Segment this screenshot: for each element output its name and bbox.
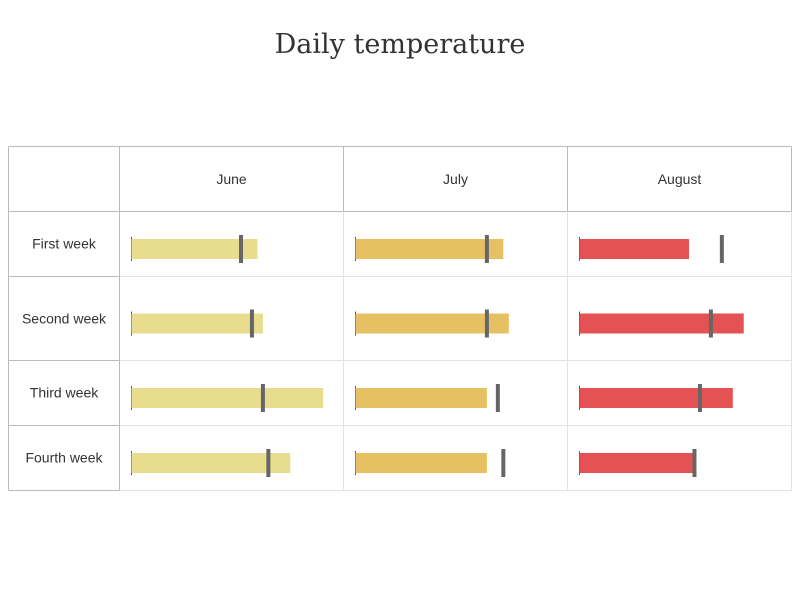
value-bar: [131, 453, 291, 473]
target-marker: [501, 449, 506, 477]
value-bar: [579, 313, 744, 334]
value-bar: [131, 313, 263, 334]
target-marker: [249, 309, 254, 338]
value-bar: [355, 388, 487, 408]
row-label-2: Second week: [21, 310, 107, 326]
target-marker: [495, 384, 500, 412]
target-marker: [239, 235, 243, 263]
row-label-3: Third week: [29, 384, 99, 401]
column-header-july: July: [443, 171, 468, 187]
target-marker: [719, 235, 724, 263]
target-marker: [484, 309, 489, 338]
value-bar: [131, 388, 324, 408]
target-marker: [697, 384, 702, 412]
target-marker: [484, 235, 489, 263]
target-marker: [266, 449, 271, 477]
target-marker: [260, 384, 265, 412]
value-bar: [579, 453, 695, 473]
value-bar: [131, 239, 258, 259]
value-bar: [579, 388, 733, 408]
chart-title: Daily temperature: [274, 29, 526, 60]
value-bar: [579, 239, 689, 259]
column-header-august: August: [657, 171, 702, 187]
value-bar: [355, 453, 487, 473]
value-bar: [355, 313, 509, 334]
row-label-1: First week: [32, 235, 96, 252]
row-label-4: Fourth week: [25, 449, 103, 466]
column-header-june: June: [216, 171, 247, 187]
target-marker: [708, 309, 713, 338]
value-bar: [355, 239, 504, 259]
target-marker: [692, 449, 697, 477]
